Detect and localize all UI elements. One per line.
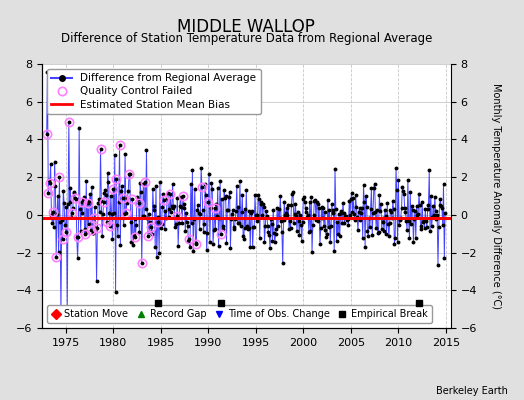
Text: Difference of Station Temperature Data from Regional Average: Difference of Station Temperature Data f… bbox=[61, 32, 432, 45]
Text: Berkeley Earth: Berkeley Earth bbox=[436, 386, 508, 396]
Y-axis label: Monthly Temperature Anomaly Difference (°C): Monthly Temperature Anomaly Difference (… bbox=[491, 83, 501, 309]
Legend: Station Move, Record Gap, Time of Obs. Change, Empirical Break: Station Move, Record Gap, Time of Obs. C… bbox=[47, 305, 432, 323]
Text: MIDDLE WALLOP: MIDDLE WALLOP bbox=[177, 18, 315, 36]
